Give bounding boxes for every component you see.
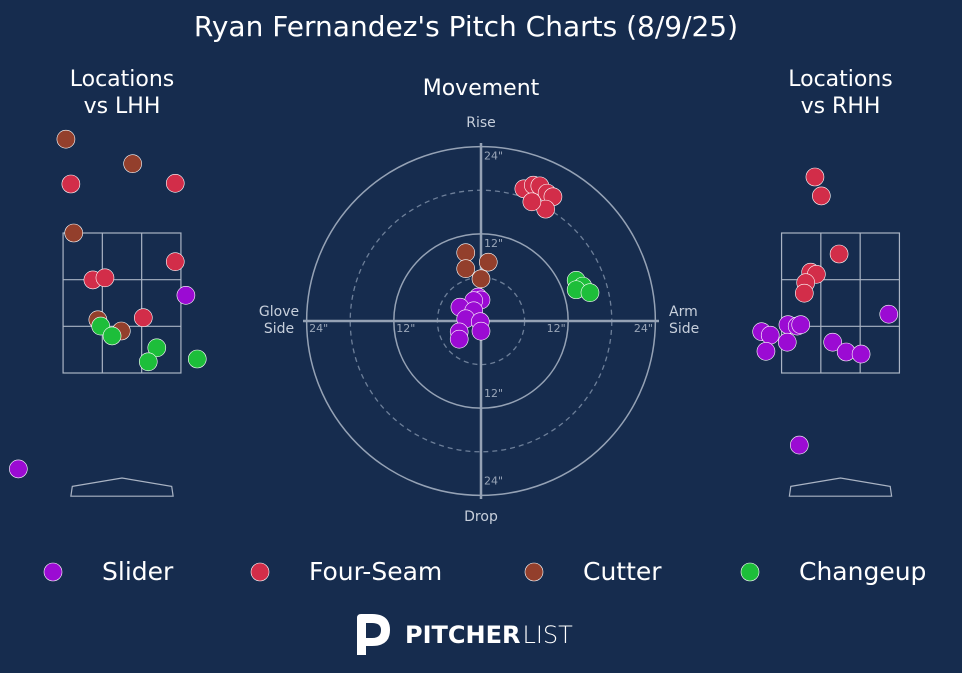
- pitch-marker: [56, 129, 76, 149]
- pitch-marker: [123, 154, 142, 173]
- pitch-marker: [805, 167, 825, 187]
- pitch-marker: [9, 459, 28, 479]
- legend-marker: [43, 562, 63, 582]
- direction-label: Side: [669, 321, 699, 337]
- direction-label: Rise: [466, 115, 496, 131]
- tick-label: 12": [547, 322, 566, 335]
- pitch-marker: [456, 259, 476, 278]
- pitch-marker: [756, 341, 776, 361]
- legend-label: Four-Seam: [309, 557, 442, 586]
- pitch-marker: [176, 285, 196, 305]
- pitch-marker: [134, 308, 153, 328]
- pitch-marker: [165, 174, 185, 193]
- subplot-title: Locations: [788, 67, 893, 92]
- pitch-marker: [791, 315, 811, 335]
- legend-label: Changeup: [799, 557, 926, 586]
- legend-marker: [524, 562, 544, 582]
- tick-label: 24": [309, 322, 328, 335]
- tick-label: 12": [396, 322, 415, 335]
- direction-label: Glove: [259, 304, 299, 320]
- tick-label: 24": [634, 322, 653, 335]
- direction-label: Drop: [464, 509, 498, 525]
- pitch-marker: [522, 192, 542, 212]
- pitch-marker: [794, 283, 814, 303]
- logo: PITCHER LIST: [357, 614, 573, 655]
- pitch-marker: [879, 304, 899, 324]
- pitch-marker: [812, 186, 831, 206]
- pitch-marker: [449, 329, 469, 349]
- pitch-marker: [147, 338, 167, 358]
- tick-label: 12": [484, 387, 503, 400]
- direction-label: Side: [264, 321, 294, 337]
- pitch-marker: [790, 435, 809, 455]
- pitch-marker: [471, 321, 491, 341]
- pitch-marker: [456, 243, 476, 263]
- legend-marker: [740, 562, 760, 582]
- strike-zone: [780, 232, 901, 374]
- tick-label: 24": [484, 150, 503, 163]
- pitch-marker: [478, 252, 498, 272]
- pitch-marker: [851, 344, 871, 364]
- brand-light: LIST: [522, 621, 573, 649]
- pitch-marker: [471, 269, 491, 289]
- legend-marker: [250, 562, 270, 582]
- pitch-marker: [777, 332, 797, 352]
- pitch-marker: [823, 332, 842, 352]
- pitch-marker: [95, 268, 115, 288]
- brand-bold: PITCHER: [405, 621, 520, 649]
- page-title: Ryan Fernandez's Pitch Charts (8/9/25): [194, 10, 738, 43]
- pitch-marker: [61, 174, 81, 194]
- pitch-marker: [760, 325, 780, 345]
- direction-label: Arm: [669, 304, 698, 320]
- legend-label: Slider: [102, 557, 174, 586]
- home-plate: [788, 477, 893, 497]
- subplot-title: vs LHH: [84, 94, 161, 119]
- subplot-title: vs RHH: [801, 94, 881, 119]
- pitch-marker: [829, 244, 849, 264]
- pitch-marker: [64, 223, 84, 243]
- legend-label: Cutter: [583, 557, 662, 586]
- pitch-marker: [580, 283, 600, 302]
- tick-label: 24": [484, 474, 503, 487]
- subplot-title: Movement: [423, 76, 540, 101]
- subplot-title: Locations: [70, 67, 175, 92]
- pitch-marker: [102, 326, 122, 346]
- tick-label: 12": [484, 237, 503, 250]
- pitch-marker: [165, 252, 185, 272]
- pitch-marker: [138, 352, 158, 372]
- pitch-marker: [187, 349, 207, 369]
- home-plate: [70, 477, 174, 497]
